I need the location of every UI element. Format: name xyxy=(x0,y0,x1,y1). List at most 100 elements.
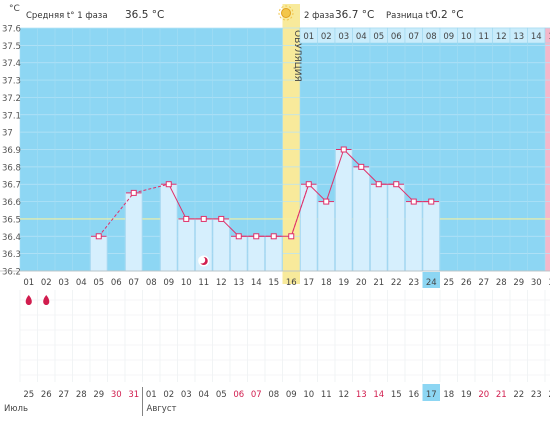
temperature-point xyxy=(183,215,190,222)
cycle-day-label: 16 xyxy=(286,278,297,288)
temperature-point xyxy=(253,233,260,240)
y-tick-label: 36.8 xyxy=(2,163,21,173)
cycle-day-label: 22 xyxy=(391,278,402,288)
date-label: 27 xyxy=(58,390,69,400)
temperature-line-segment xyxy=(325,149,345,202)
y-tick-label: 37.1 xyxy=(2,111,21,121)
date-label: 25 xyxy=(23,390,34,400)
cycle-day-label: 31 xyxy=(548,278,550,288)
temperature-point xyxy=(165,181,172,188)
temperature-point xyxy=(95,233,102,240)
cycle-day-label: 23 xyxy=(408,278,419,288)
phase2-day-label: 15 xyxy=(548,32,550,42)
cycle-day-label: 09 xyxy=(163,278,174,288)
cycle-day-label: 19 xyxy=(338,278,349,288)
temperature-point xyxy=(358,163,365,170)
temperature-bar xyxy=(387,183,405,272)
date-label: 22 xyxy=(513,390,524,400)
temperature-bar xyxy=(405,201,423,272)
ovulation-label: ОВУЛЯЦИЯ xyxy=(292,30,302,82)
date-label: 12 xyxy=(338,390,349,400)
moon-icon-cut xyxy=(198,256,206,264)
temperature-point xyxy=(270,233,277,240)
y-tick-label: 37.5 xyxy=(2,42,21,52)
temperature-bar xyxy=(352,166,370,272)
date-label: 01 xyxy=(146,390,157,400)
temperature-point xyxy=(375,181,382,188)
temperature-point xyxy=(235,233,242,240)
date-label: 19 xyxy=(461,390,472,400)
cycle-day-label: 13 xyxy=(233,278,244,288)
y-axis-unit: °C xyxy=(9,4,20,14)
phase2-day-label: 07 xyxy=(408,32,419,42)
phase2-label: 2 фаза xyxy=(304,11,334,21)
date-label: 16 xyxy=(408,390,419,400)
date-label: 31 xyxy=(128,390,139,400)
date-label: 18 xyxy=(443,390,454,400)
y-tick-label: 36.5 xyxy=(2,215,21,225)
phase2-day-label: 01 xyxy=(303,32,314,42)
cycle-day-label: 15 xyxy=(268,278,279,288)
y-tick-label: 36.3 xyxy=(2,250,21,260)
phase2-day-label: 10 xyxy=(461,32,472,42)
date-label: 08 xyxy=(268,390,279,400)
cycle-day-label: 25 xyxy=(443,278,454,288)
temperature-bar xyxy=(247,235,265,272)
date-label: 17 xyxy=(426,390,437,400)
date-label: 28 xyxy=(76,390,87,400)
phase2-day-label: 11 xyxy=(478,32,489,42)
temperature-bar xyxy=(90,235,108,272)
cycle-day-label: 14 xyxy=(251,278,262,288)
diff-label: Разница t° xyxy=(386,11,433,21)
date-label: 29 xyxy=(93,390,104,400)
temperature-bar xyxy=(160,183,178,272)
phase2-day-label: 02 xyxy=(321,32,332,42)
date-label: 23 xyxy=(531,390,542,400)
month-label: Август xyxy=(147,404,177,414)
temperature-bar xyxy=(370,183,388,272)
cycle-day-label: 26 xyxy=(461,278,472,288)
phase2-day-label: 09 xyxy=(443,32,454,42)
date-label: 02 xyxy=(163,390,174,400)
moon-icon xyxy=(198,255,210,267)
date-label: 24 xyxy=(548,390,550,400)
y-tick-label: 36.7 xyxy=(2,181,21,191)
cycle-day-label: 18 xyxy=(321,278,332,288)
y-tick-label: 36.2 xyxy=(2,268,21,278)
today-cell xyxy=(422,272,440,288)
temperature-point xyxy=(393,181,400,188)
phase2-day-label: 05 xyxy=(373,32,384,42)
phase2-day-label: 06 xyxy=(391,32,402,42)
temperature-bar xyxy=(300,183,318,272)
cycle-day-label: 17 xyxy=(303,278,314,288)
y-tick-label: 36.4 xyxy=(2,233,21,243)
phase2-day-label: 12 xyxy=(496,32,507,42)
phase2-day-label: 14 xyxy=(531,32,542,42)
date-label: 26 xyxy=(41,390,52,400)
phase1-value: 36.5 °C xyxy=(125,9,164,21)
temperature-bar xyxy=(212,218,230,272)
date-label: 05 xyxy=(216,390,227,400)
y-tick-label: 37.3 xyxy=(2,77,21,87)
cycle-day-label: 10 xyxy=(181,278,192,288)
cycle-day-label: 21 xyxy=(373,278,384,288)
phase2-day-label: 03 xyxy=(338,32,349,42)
cycle-day-label: 11 xyxy=(198,278,209,288)
sun-icon xyxy=(278,5,294,21)
temperature-point xyxy=(200,215,207,222)
y-tick-label: 37.6 xyxy=(2,25,21,35)
line-layer xyxy=(95,146,435,267)
date-label: 04 xyxy=(198,390,209,400)
date-label: 20 xyxy=(478,390,489,400)
cycle-day-label: 24 xyxy=(426,278,437,288)
phase2-value: 36.7 °C xyxy=(335,9,374,21)
date-label: 15 xyxy=(391,390,402,400)
cycle-day-label: 04 xyxy=(76,278,87,288)
y-tick-label: 37.4 xyxy=(2,59,21,69)
date-label: 13 xyxy=(356,390,367,400)
date-label: 03 xyxy=(181,390,192,400)
temperature-point xyxy=(428,198,435,205)
phase1-label: Средняя t° 1 фаза xyxy=(26,11,108,21)
phase2-day-cell xyxy=(544,27,550,44)
